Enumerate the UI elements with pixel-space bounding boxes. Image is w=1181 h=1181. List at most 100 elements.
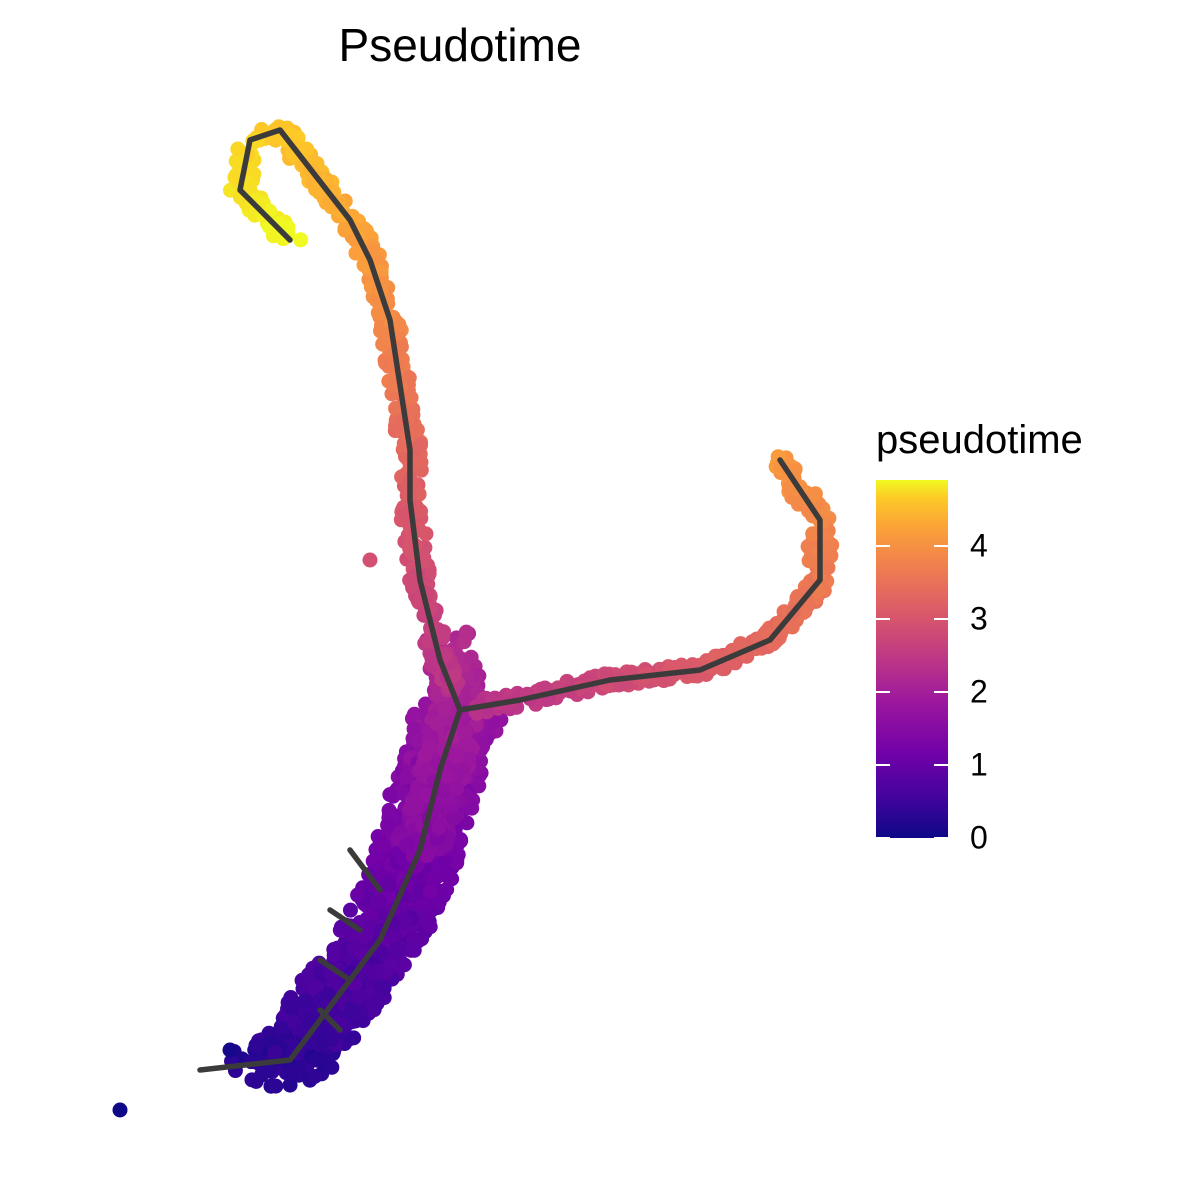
cell-point xyxy=(820,560,836,576)
cell-point xyxy=(406,942,422,958)
trajectory-side-1 xyxy=(317,1007,343,1033)
legend-tick-left xyxy=(876,617,890,620)
cell-point xyxy=(298,993,314,1009)
cell-point xyxy=(405,401,421,417)
legend-tick-label: 4 xyxy=(970,527,988,564)
cell-point xyxy=(406,706,422,722)
legend-title: pseudotime xyxy=(876,418,1083,462)
cell-point xyxy=(401,370,417,386)
cell-point xyxy=(800,539,816,555)
cell-point xyxy=(372,893,388,909)
legend-tick-label: 3 xyxy=(970,600,988,637)
cell-point xyxy=(282,1077,298,1093)
outlier-point xyxy=(362,552,378,568)
cell-point xyxy=(293,232,309,248)
legend-tick-left xyxy=(876,544,890,547)
cell-point xyxy=(422,883,438,899)
cell-point xyxy=(348,245,364,261)
cell-point xyxy=(404,792,420,808)
cell-point xyxy=(413,437,429,453)
cell-point xyxy=(458,624,474,640)
trajectory-branchpoint-to-right xyxy=(457,457,823,713)
legend-tick-right xyxy=(934,837,948,839)
cell-point xyxy=(267,1044,283,1060)
legend-tick-right xyxy=(934,763,948,766)
cell-point xyxy=(823,548,839,564)
cell-point xyxy=(457,725,473,741)
cell-point xyxy=(449,855,465,871)
cell-point xyxy=(370,305,386,321)
outlier-point xyxy=(222,1042,238,1058)
cell-point xyxy=(463,649,479,665)
cell-point xyxy=(350,887,366,903)
legend-tick-label: 1 xyxy=(970,746,988,783)
cell-point xyxy=(321,987,337,1003)
cell-point xyxy=(350,989,366,1005)
legend-tick-left xyxy=(876,763,890,766)
cell-point xyxy=(406,721,422,737)
cell-point xyxy=(261,1033,277,1049)
cell-point xyxy=(437,700,453,716)
cell-point xyxy=(413,503,429,519)
cell-point xyxy=(418,787,434,803)
cell-point xyxy=(439,768,455,784)
cell-point xyxy=(436,853,452,869)
cell-point xyxy=(309,1052,325,1068)
trajectory-lines xyxy=(197,127,823,1073)
trajectory-side-2 xyxy=(317,957,353,983)
cell-point xyxy=(449,768,465,784)
cell-point xyxy=(733,636,749,652)
cell-point xyxy=(375,837,391,853)
legend-tick-right xyxy=(934,544,948,547)
cell-point xyxy=(398,912,414,928)
cell-point xyxy=(429,715,445,731)
cell-point xyxy=(461,750,477,766)
cell-point xyxy=(384,929,400,945)
cell-point xyxy=(423,871,439,887)
cell-point xyxy=(431,894,447,910)
cell-point xyxy=(389,941,405,957)
cell-point xyxy=(324,1059,340,1075)
legend-tick-label: 2 xyxy=(970,673,988,710)
trajectory-root-to-branchpoint xyxy=(197,707,463,1073)
cell-point xyxy=(371,964,387,980)
cell-point xyxy=(326,947,342,963)
cell-point xyxy=(374,980,390,996)
cell-point xyxy=(230,141,246,157)
cell-point xyxy=(248,1037,264,1053)
legend-tick-left xyxy=(876,690,890,693)
cell-point xyxy=(283,1000,299,1016)
legend-tick-left xyxy=(876,837,890,839)
cell-point xyxy=(363,907,379,923)
cell-point xyxy=(273,1019,289,1035)
cell-point xyxy=(369,994,385,1010)
cell-point xyxy=(301,967,317,983)
cell-point xyxy=(308,979,324,995)
cell-point xyxy=(449,780,465,796)
cell-point xyxy=(431,819,447,835)
cell-point xyxy=(403,390,419,406)
cell-point xyxy=(461,737,477,753)
cell-point xyxy=(801,553,817,569)
cell-point xyxy=(342,902,358,918)
cell-point xyxy=(399,838,415,854)
cell-point xyxy=(406,931,422,947)
cell-point xyxy=(415,896,431,912)
cell-point xyxy=(323,1031,339,1047)
legend-colorbar xyxy=(876,480,948,838)
cell-point xyxy=(337,222,353,238)
cell-point xyxy=(346,1030,362,1046)
cell-point xyxy=(422,919,438,935)
cell-point xyxy=(436,624,452,640)
cell-point xyxy=(393,339,409,355)
cell-point xyxy=(380,816,396,832)
cell-point xyxy=(382,787,398,803)
cell-point xyxy=(417,748,433,764)
outlier-point xyxy=(112,1102,128,1118)
cell-point xyxy=(419,848,435,864)
cell-point xyxy=(424,650,440,666)
legend-tick-right xyxy=(934,617,948,620)
trajectory-side-4 xyxy=(347,847,383,893)
cell-point xyxy=(413,454,429,470)
